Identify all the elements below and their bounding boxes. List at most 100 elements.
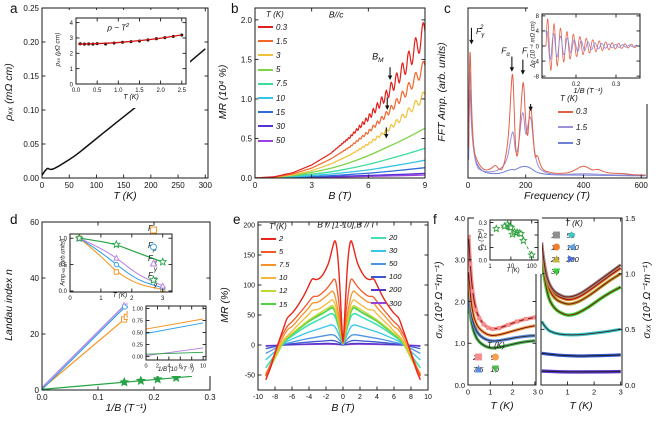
legend-label: 200 bbox=[389, 285, 402, 295]
panel-f-right-xlabel: T (K) bbox=[569, 400, 593, 412]
legend-label: 5 bbox=[279, 247, 284, 257]
legend-marker-triangle-icon bbox=[149, 259, 158, 267]
svg-text:ρ ~ T2: ρ ~ T2 bbox=[106, 23, 130, 32]
svg-text:150: 150 bbox=[117, 181, 131, 190]
panel-a-ylabel: ρₓₓ (mΩ cm) bbox=[3, 63, 15, 121]
svg-text:0.0: 0.0 bbox=[59, 289, 68, 295]
svg-text:4: 4 bbox=[167, 364, 170, 370]
legend-marker-square-icon bbox=[553, 231, 560, 239]
legend-title: T (K) bbox=[487, 341, 505, 350]
panel-b-chart: 0 3 6 9 0.0 0.5 1.0 1.5 2.0 B//c BM bbox=[241, 7, 428, 190]
legend-item: 3 bbox=[558, 135, 587, 151]
legend-item: 7.5 bbox=[261, 258, 289, 271]
svg-text:20: 20 bbox=[30, 330, 39, 339]
panel-f-right-ylabel: σₓₓ (10³ Ω⁻¹m⁻¹) bbox=[641, 261, 653, 339]
svg-text:300: 300 bbox=[199, 181, 213, 190]
svg-text:2.0: 2.0 bbox=[241, 16, 253, 25]
legend-line-swatch bbox=[261, 237, 276, 240]
svg-text:0.75: 0.75 bbox=[132, 319, 143, 325]
panel-c-inset-chart: 0.2 0.3 -8 -4 0 4 8 bbox=[528, 4, 652, 104]
panel-c-legend: T (K) 0.3 1.5 3 bbox=[558, 94, 587, 151]
svg-text:0.0: 0.0 bbox=[455, 381, 465, 390]
svg-text:0: 0 bbox=[251, 343, 255, 350]
svg-text:2: 2 bbox=[511, 388, 515, 397]
svg-text:0.5: 0.5 bbox=[93, 88, 102, 94]
svg-text:0.15: 0.15 bbox=[23, 72, 39, 81]
svg-text:50: 50 bbox=[65, 181, 74, 190]
svg-text:2.0: 2.0 bbox=[156, 88, 165, 94]
legend-item: 30 bbox=[371, 244, 402, 257]
svg-text:1.0: 1.0 bbox=[625, 270, 635, 279]
legend-item: F1γ bbox=[148, 254, 158, 272]
svg-text:600: 600 bbox=[635, 181, 649, 190]
svg-text:400: 400 bbox=[577, 181, 591, 190]
panel-e-legend-right: 20 30 50 100 200 300 bbox=[371, 231, 402, 310]
legend-line-swatch bbox=[558, 141, 573, 144]
svg-text:4: 4 bbox=[375, 394, 379, 401]
legend-line-swatch bbox=[261, 276, 276, 279]
svg-text:200: 200 bbox=[519, 181, 533, 190]
legend-line-swatch bbox=[371, 288, 386, 291]
legend-label: 2 bbox=[279, 234, 284, 244]
legend-marker-triangle-icon bbox=[474, 365, 483, 373]
svg-text:1: 1 bbox=[99, 296, 103, 302]
svg-text:10: 10 bbox=[200, 364, 206, 370]
svg-text:Fγ2: Fγ2 bbox=[476, 24, 485, 38]
legend-item: 5 bbox=[258, 63, 287, 77]
svg-text:-4: -4 bbox=[306, 394, 312, 401]
svg-text:B//c: B//c bbox=[329, 9, 344, 19]
legend-title: T (K) bbox=[269, 222, 287, 231]
svg-text:0: 0 bbox=[40, 181, 45, 190]
legend-marker-triangle-icon bbox=[552, 255, 561, 263]
panel-f-inset-xlabel: T (K) bbox=[506, 268, 520, 274]
svg-text:0: 0 bbox=[341, 394, 345, 401]
f-inset-ylabel-sub: E bbox=[479, 243, 485, 247]
legend-line-swatch bbox=[258, 139, 273, 142]
legend-label: 50 bbox=[389, 259, 398, 269]
svg-text:0.0: 0.0 bbox=[479, 258, 488, 264]
legend-title: T (K) bbox=[565, 219, 583, 228]
legend-item: 7.5 bbox=[258, 77, 287, 91]
svg-text:0: 0 bbox=[68, 296, 72, 302]
legend-item: 0.3 bbox=[558, 104, 587, 120]
panel-d-top-inset-chart: 0 1 2 3 0.0 0.5 1.0 bbox=[58, 230, 178, 302]
panel-a-xlabel: T (K) bbox=[113, 190, 137, 202]
svg-text:0.10: 0.10 bbox=[23, 106, 39, 115]
svg-text:8: 8 bbox=[190, 364, 193, 370]
panel-e-xlabel: B (T) bbox=[331, 402, 355, 414]
legend-line-swatch bbox=[258, 97, 273, 100]
svg-text:1.0: 1.0 bbox=[114, 88, 123, 94]
panel-d-top-inset-xlabel: T (K) bbox=[112, 292, 128, 299]
legend-item: 20 bbox=[551, 253, 561, 265]
panel-c-xlabel: Frequency (T) bbox=[524, 190, 590, 202]
panel-d-bottom-inset-xlabel: 1/B (10⁻⁴T⁻¹) bbox=[158, 367, 194, 373]
panel-letter-e: e bbox=[233, 212, 241, 227]
f-inset-ylabel-rest: (T⁻²) bbox=[478, 228, 485, 244]
panel-a-chart: 0 50 100 150 200 250 3000.000.050.100.150.200.… bbox=[23, 4, 213, 190]
svg-text:2.0: 2.0 bbox=[455, 297, 465, 306]
svg-text:8: 8 bbox=[536, 14, 540, 20]
legend-label: 300 bbox=[389, 298, 402, 308]
legend-line-swatch bbox=[258, 82, 273, 85]
svg-text:9: 9 bbox=[423, 181, 428, 190]
f-inset-ylabel-main: C bbox=[478, 246, 485, 251]
legend-marker-star-icon bbox=[148, 274, 159, 284]
svg-text:B // [1-10],B // I: B // [1-10],B // I bbox=[317, 219, 374, 229]
svg-text:3: 3 bbox=[70, 36, 74, 42]
svg-text:-50: -50 bbox=[245, 373, 255, 380]
legend-item: 2 bbox=[473, 351, 483, 363]
svg-text:0: 0 bbox=[466, 388, 470, 397]
legend-label: 30 bbox=[389, 246, 398, 256]
legend-label: 7.5 bbox=[279, 260, 290, 270]
legend-label: 3 bbox=[276, 50, 281, 60]
svg-text:1.0: 1.0 bbox=[59, 236, 68, 242]
svg-text:2.5: 2.5 bbox=[178, 88, 187, 94]
legend-line-swatch bbox=[258, 125, 273, 128]
svg-text:60: 60 bbox=[30, 218, 39, 227]
legend-item: 50 bbox=[566, 229, 579, 241]
svg-text:1.5: 1.5 bbox=[625, 214, 635, 223]
svg-text:100: 100 bbox=[90, 181, 104, 190]
